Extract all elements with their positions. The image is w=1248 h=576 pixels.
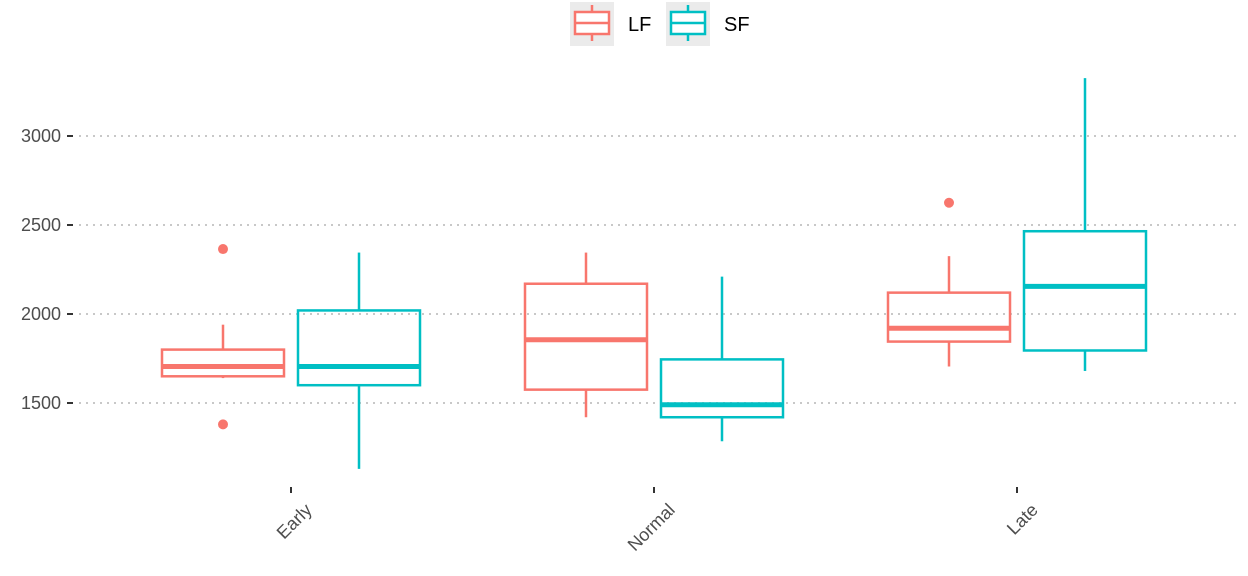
box-sf-early <box>296 252 422 469</box>
box-sf-late <box>1022 78 1148 371</box>
box-body <box>160 348 286 378</box>
legend-label: LF <box>628 14 651 36</box>
box-body <box>1022 229 1148 352</box>
box-lf-late <box>886 197 1012 367</box>
legend-item-sf: SF <box>666 2 750 46</box>
box-sf-normal <box>659 276 785 442</box>
y-tick-label: 1500 <box>21 393 61 413</box>
x-axis: Early Normal Late <box>273 487 1042 555</box>
outlier-point <box>218 244 228 255</box>
outlier-point <box>218 419 228 430</box>
box-lf-normal <box>523 252 649 418</box>
x-tick-label: Normal <box>624 500 679 555</box>
grid-lines <box>79 135 1240 404</box>
legend-label: SF <box>724 14 750 36</box>
legend: LF SF <box>570 2 750 46</box>
y-axis: 1500 2000 2500 3000 <box>21 126 73 413</box>
box-body <box>296 309 422 387</box>
box-lf-early <box>160 244 286 430</box>
y-tick-label: 2500 <box>21 215 61 235</box>
box-body <box>659 358 785 419</box>
x-tick-label: Late <box>1003 500 1042 539</box>
outlier-point <box>944 197 954 208</box>
legend-item-lf: LF <box>570 2 651 46</box>
plot-area <box>160 78 1148 469</box>
x-tick-label: Early <box>273 500 316 543</box>
y-tick-label: 3000 <box>21 126 61 146</box>
box-body <box>523 282 649 391</box>
box-body <box>886 291 1012 343</box>
y-tick-label: 2000 <box>21 304 61 324</box>
